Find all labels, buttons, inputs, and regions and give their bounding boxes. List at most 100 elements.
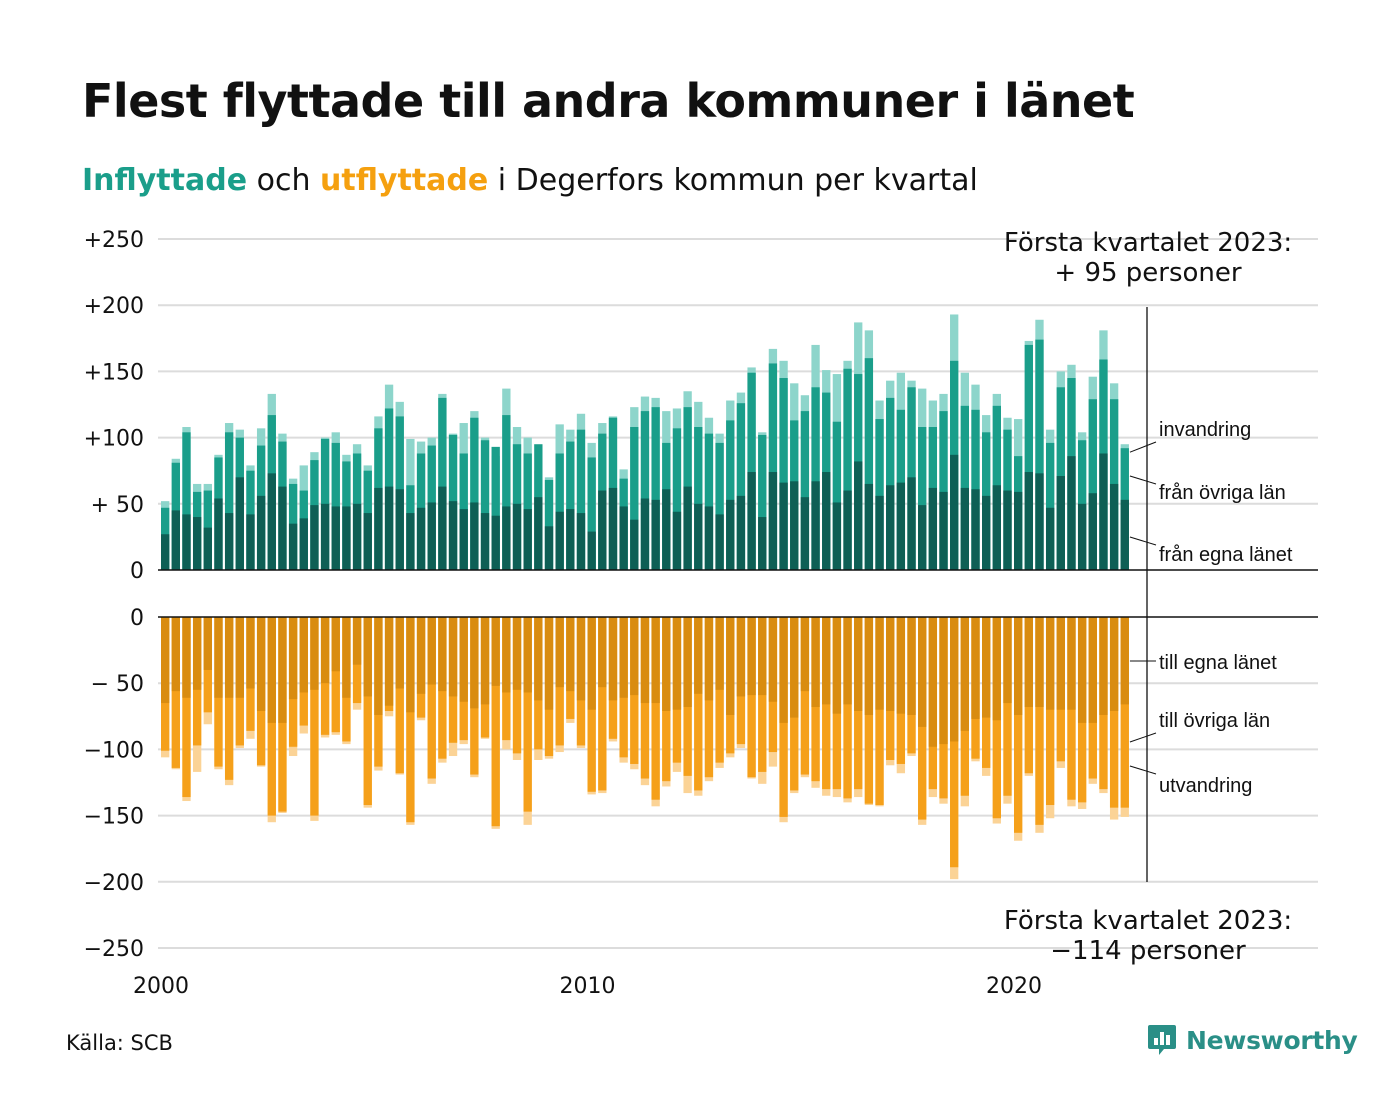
- bar-inflow-från-egna-länet: [224, 513, 234, 570]
- bar-inflow-från-egna-länet: [1067, 456, 1076, 570]
- bar-outflow-till-egna-länet: [512, 617, 522, 690]
- bar-inflow-från-övriga-län: [544, 479, 554, 570]
- subtitle-outflow-word: utflyttade: [320, 163, 489, 198]
- bar-outflow-till-egna-länet: [1014, 617, 1023, 715]
- bar-outflow-till-övriga-län: [331, 617, 340, 733]
- bar-inflow-från-egna-länet: [555, 511, 564, 570]
- bar-outflow-till-egna-länet: [427, 617, 436, 685]
- bar-outflow-till-egna-länet: [971, 617, 980, 719]
- bar-inflow-från-övriga-län: [864, 358, 874, 570]
- bar-inflow-från-övriga-län: [640, 411, 650, 570]
- bar-outflow-till-egna-länet: [939, 617, 948, 745]
- bar-outflow-till-egna-länet: [1109, 617, 1119, 712]
- bar-inflow-från-egna-länet: [523, 509, 532, 570]
- bar-outflow-till-övriga-län: [1109, 617, 1119, 808]
- bar-outflow-till-egna-länet: [395, 617, 404, 689]
- bar-inflow-från-egna-länet: [438, 486, 447, 570]
- bar-inflow-från-egna-länet: [928, 487, 938, 570]
- bar-inflow-från-egna-länet: [662, 489, 671, 570]
- label-leader: [1129, 475, 1157, 485]
- bar-inflow-från-egna-länet: [854, 461, 863, 570]
- bar-inflow-från-övriga-län: [779, 378, 788, 570]
- annotation-bottom-line2: −114 personer: [1050, 936, 1246, 966]
- bar-outflow-till-egna-länet: [715, 617, 724, 690]
- bar-outflow-till-egna-länet: [459, 617, 468, 702]
- newsworthy-logo-icon: [1148, 1025, 1176, 1055]
- bar-inflow-från-egna-länet: [1035, 473, 1044, 570]
- bar-inflow-från-egna-länet: [672, 511, 682, 570]
- bar-outflow-till-egna-länet: [619, 617, 628, 698]
- bar-inflow-från-övriga-län: [758, 434, 767, 570]
- bar-outflow-till-egna-länet: [630, 617, 639, 696]
- x-tick-label: 2000: [133, 974, 189, 999]
- subtitle-connector: och: [247, 163, 320, 198]
- bar-outflow-till-egna-länet: [960, 617, 970, 731]
- bar-outflow-till-egna-länet: [161, 617, 170, 704]
- bar-outflow-till-egna-länet: [1088, 617, 1097, 723]
- annotation-bottom-line1: Första kvartalet 2023:: [1004, 906, 1292, 936]
- brand-name: Newsworthy: [1186, 1025, 1358, 1055]
- bar-inflow-från-övriga-län: [939, 411, 948, 570]
- bar-outflow-till-egna-länet: [886, 617, 895, 712]
- migration-chart: +250 +200 +150 +100 + 50 0 0 − 50 −100 −150 −200 −2…: [84, 228, 1318, 999]
- bar-inflow-från-egna-länet: [480, 513, 490, 570]
- bar-inflow-från-övriga-län: [1088, 399, 1097, 570]
- bar-outflow-till-egna-länet: [448, 617, 458, 697]
- bar-outflow-till-egna-länet: [694, 617, 703, 694]
- bar-outflow-till-egna-länet: [726, 617, 735, 715]
- bar-outflow-till-egna-länet: [1045, 617, 1055, 710]
- bar-outflow-till-egna-länet: [374, 617, 383, 715]
- bar-outflow-till-egna-länet: [288, 617, 298, 700]
- bar-inflow-från-egna-länet: [395, 489, 404, 570]
- bar-inflow-från-övriga-län: [726, 420, 735, 570]
- bar-inflow-från-egna-länet: [203, 527, 212, 570]
- bar-inflow-från-egna-länet: [320, 503, 330, 570]
- bar-inflow-från-övriga-län: [736, 403, 746, 570]
- bar-outflow-till-egna-länet: [416, 617, 426, 694]
- bar-outflow-till-egna-länet: [875, 617, 884, 710]
- bar-outflow-till-övriga-län: [651, 617, 660, 800]
- bar-inflow-från-övriga-län: [832, 421, 842, 570]
- bar-inflow-från-egna-länet: [459, 509, 468, 570]
- bar-outflow-till-egna-länet: [736, 617, 746, 697]
- y-tick-label-bottom: −200: [84, 871, 144, 896]
- bar-outflow-till-övriga-län: [950, 617, 959, 868]
- bar-inflow-från-egna-länet: [278, 486, 287, 570]
- bar-inflow-från-egna-länet: [747, 472, 756, 570]
- annotation-top-line2: + 95 personer: [1054, 258, 1242, 288]
- bar-inflow-från-egna-länet: [598, 490, 607, 570]
- bar-inflow-från-egna-länet: [235, 477, 244, 570]
- bar-outflow-till-egna-länet: [342, 617, 351, 698]
- bar-outflow-till-egna-länet: [1067, 617, 1076, 710]
- bar-outflow-till-egna-länet: [683, 617, 692, 708]
- bar-inflow-från-egna-länet: [342, 506, 351, 570]
- bar-inflow-från-övriga-län: [672, 428, 682, 570]
- bar-inflow-från-övriga-län: [566, 441, 575, 570]
- bar-inflow-från-övriga-län: [224, 432, 234, 570]
- bar-outflow-till-egna-länet: [1003, 617, 1012, 704]
- bar-outflow-till-egna-länet: [214, 617, 223, 698]
- bar-inflow-från-övriga-län: [1035, 339, 1044, 570]
- bar-inflow-från-övriga-län: [651, 407, 660, 570]
- bar-inflow-från-egna-länet: [502, 506, 511, 570]
- bar-outflow-till-övriga-län: [310, 617, 319, 816]
- bar-inflow-från-egna-länet: [982, 495, 991, 570]
- subtitle-rest: i Degerfors kommun per kvartal: [488, 163, 978, 198]
- bar-inflow-från-egna-länet: [331, 506, 340, 570]
- series-label-inflow: invandring: [1159, 419, 1251, 441]
- bar-outflow-till-övriga-län: [182, 617, 191, 798]
- label-leader: [1129, 765, 1157, 775]
- bar-outflow-till-övriga-län: [598, 617, 607, 791]
- bar-outflow-till-egna-länet: [779, 617, 788, 723]
- bar-outflow-till-egna-länet: [843, 617, 852, 705]
- y-tick-label-bottom: − 50: [91, 672, 144, 697]
- bar-outflow-till-egna-länet: [672, 617, 682, 710]
- bar-outflow-till-egna-länet: [950, 617, 959, 742]
- bar-outflow-till-egna-länet: [1035, 617, 1044, 708]
- bar-inflow-från-egna-länet: [704, 506, 714, 570]
- bar-inflow-från-egna-länet: [1024, 472, 1033, 570]
- bar-inflow-från-egna-länet: [1045, 507, 1055, 570]
- bar-inflow-från-övriga-län: [886, 397, 895, 570]
- bar-inflow-från-egna-länet: [864, 483, 874, 570]
- subtitle-inflow-word: Inflyttade: [82, 163, 248, 198]
